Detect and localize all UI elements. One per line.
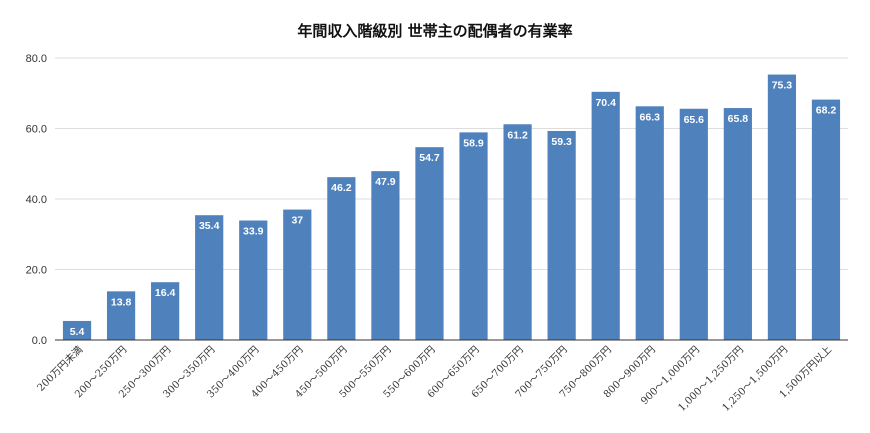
bar xyxy=(591,91,620,340)
bar xyxy=(635,106,664,340)
y-tick-label: 40.0 xyxy=(26,194,47,206)
bar xyxy=(547,130,576,340)
data-label: 59.3 xyxy=(551,136,572,148)
data-label: 58.9 xyxy=(463,137,484,149)
data-label: 5.4 xyxy=(70,326,85,338)
y-tick-label: 0.0 xyxy=(32,335,47,347)
data-label: 68.2 xyxy=(816,105,837,117)
bar xyxy=(459,132,488,340)
data-label: 46.2 xyxy=(331,182,352,194)
data-label: 13.8 xyxy=(111,296,132,308)
bar xyxy=(811,99,841,340)
bar xyxy=(195,215,224,340)
data-label: 70.4 xyxy=(595,97,616,109)
y-tick-label: 80.0 xyxy=(26,53,47,65)
data-label: 16.4 xyxy=(155,287,176,299)
bar xyxy=(415,147,444,340)
chart-title: 年間収入階級別 世帯主の配偶者の有業率 xyxy=(297,22,572,40)
bars xyxy=(62,74,841,341)
data-label: 33.9 xyxy=(243,226,264,238)
bar xyxy=(106,291,136,340)
y-tick-label: 60.0 xyxy=(26,124,47,136)
data-label: 75.3 xyxy=(772,80,793,92)
data-label: 37 xyxy=(291,215,303,227)
data-labels: 5.4 13.8 16.4 35.4 33.9 37 46.2 47.9 54.7 58.9 61.… xyxy=(70,80,837,338)
data-label: 65.8 xyxy=(728,113,749,125)
bar xyxy=(239,220,268,340)
bar xyxy=(723,108,752,341)
data-label: 47.9 xyxy=(375,176,396,188)
data-label: 65.6 xyxy=(684,114,705,126)
bar xyxy=(327,177,356,340)
data-label: 35.4 xyxy=(199,220,220,232)
y-axis-ticks: 0.0 20.0 40.0 60.0 80.0 xyxy=(26,53,47,347)
bar xyxy=(151,282,180,340)
bar xyxy=(679,108,708,340)
bar xyxy=(283,209,312,340)
x-axis-ticks: 200万円未満200～250万円250～300万円300～350万円350～40… xyxy=(35,344,834,414)
bar xyxy=(62,320,92,340)
data-label: 54.7 xyxy=(419,152,440,164)
data-label: 61.2 xyxy=(507,129,528,141)
bar xyxy=(767,74,797,340)
bar xyxy=(371,171,400,340)
gridlines xyxy=(55,57,848,270)
y-tick-label: 20.0 xyxy=(26,265,47,277)
bar xyxy=(503,124,532,341)
x-tick-label: 200万円未満 xyxy=(35,344,85,394)
data-label: 66.3 xyxy=(640,111,661,123)
